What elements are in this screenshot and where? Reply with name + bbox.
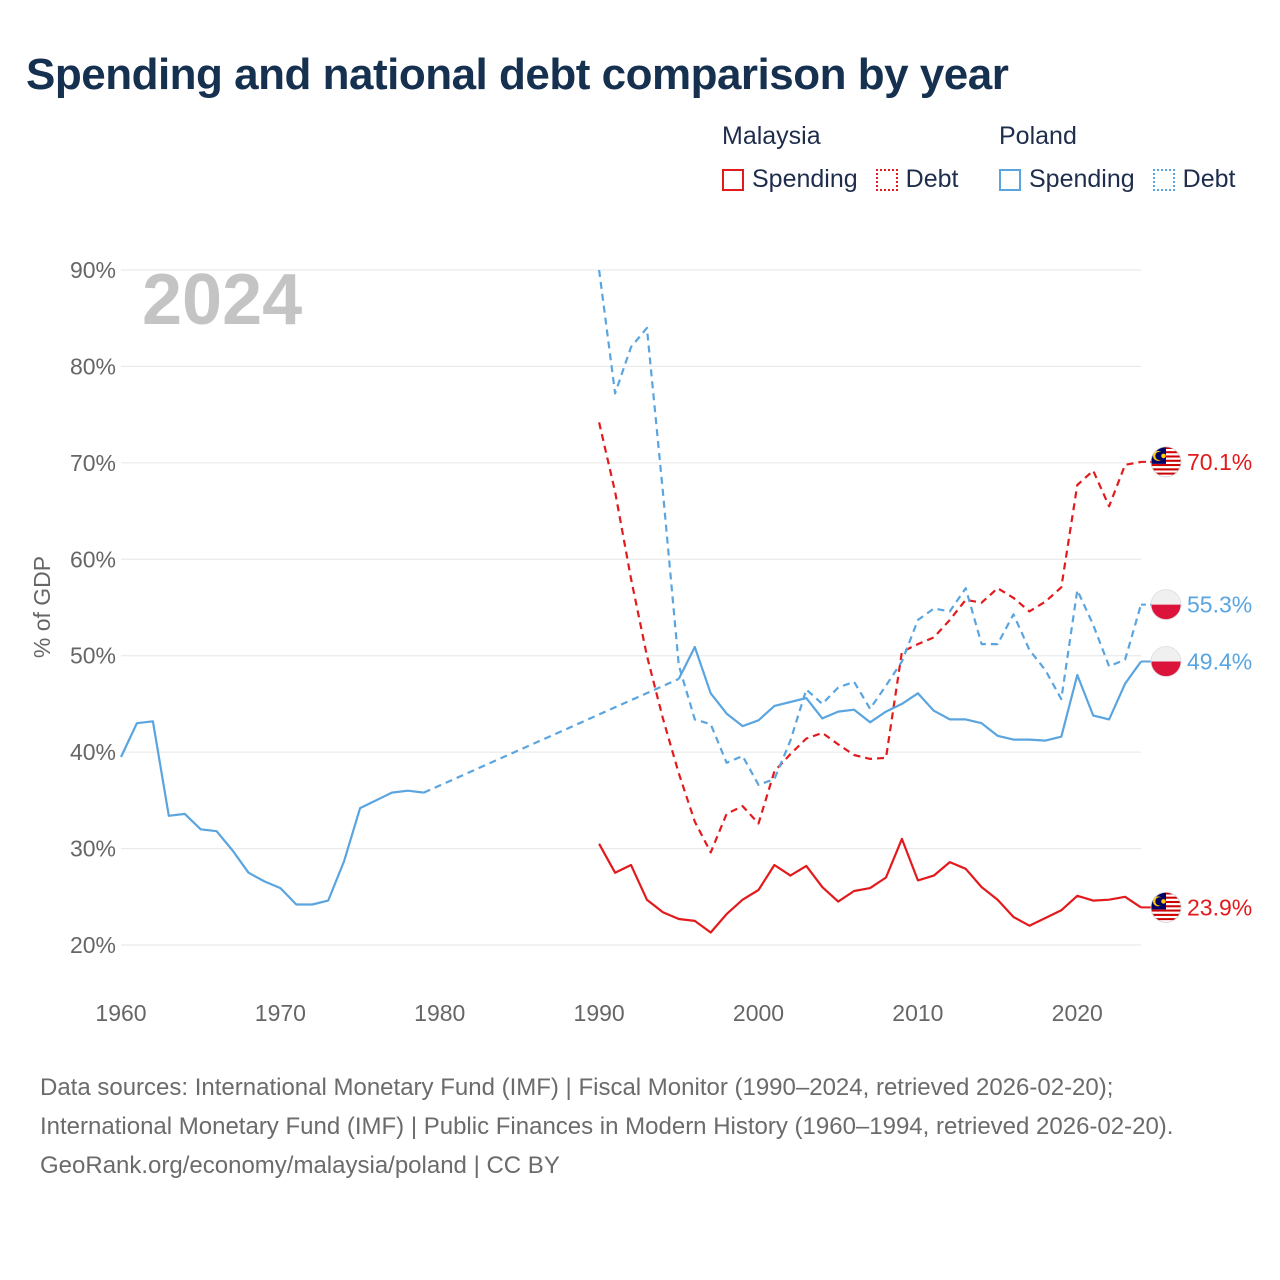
y-tick-label: 30% <box>70 836 116 862</box>
series-line-poland_debt <box>598 269 1143 786</box>
flag-crescent-cut <box>1155 897 1164 906</box>
y-tick-label: 70% <box>70 450 116 476</box>
flag-outline <box>1150 589 1182 621</box>
flag-star <box>1161 899 1166 904</box>
flag-crescent-cut <box>1155 451 1164 461</box>
x-tick-label: 2010 <box>892 1000 943 1026</box>
y-tick-label: 20% <box>70 932 116 958</box>
series-line-poland_spending_gap <box>423 677 680 794</box>
legend-item-poland-debt[interactable]: Debt <box>1152 165 1236 194</box>
flag-outline <box>1150 646 1182 677</box>
end-value-label: 55.3% <box>1187 592 1252 618</box>
flag-outline <box>1150 446 1182 478</box>
flag-stripe-white <box>1151 470 1181 473</box>
legend-item-malaysia-debt[interactable]: Debt <box>875 165 959 194</box>
x-tick-label: 1960 <box>95 1000 146 1026</box>
grid-lines <box>121 269 1141 946</box>
poland-flag-icon <box>1150 646 1182 677</box>
x-tick-label: 1990 <box>574 1000 625 1026</box>
y-tick-label: 80% <box>70 353 116 379</box>
chart-title: Spending and national debt comparison by… <box>26 50 1009 99</box>
y-tick-label: 50% <box>70 643 116 669</box>
legend-group-title: Poland <box>999 122 1077 150</box>
legend-item-label: Debt <box>1182 165 1236 193</box>
flag-body <box>1151 446 1181 477</box>
legend-item-label: Spending <box>1029 165 1135 193</box>
legend-group-malaysia: Malaysia Spending Debt <box>722 122 976 194</box>
flag-red-half <box>1151 661 1181 677</box>
flag-stripe-red <box>1151 468 1181 471</box>
flag-red-half <box>1151 604 1181 620</box>
y-tick-label: 40% <box>70 739 116 765</box>
legend-item-label: Spending <box>752 165 858 193</box>
end-value-label: 49.4% <box>1187 649 1252 675</box>
legend-item-malaysia-spending[interactable]: Spending <box>722 165 858 194</box>
end-markers: 70.1% 55.3% 49.4% 23.9% <box>1141 446 1252 923</box>
legend-swatch-dotted <box>875 168 898 191</box>
end-value-label: 70.1% <box>1187 449 1252 475</box>
legend-swatch-solid <box>722 168 744 191</box>
flag-stripe-white <box>1151 915 1181 919</box>
flag-stripe-red <box>1151 464 1181 467</box>
flag-white-half <box>1151 589 1181 605</box>
legend-item-poland-spending[interactable]: Spending <box>999 165 1135 194</box>
x-axis-ticks: 1960 1970 1980 1990 2000 2010 2020 <box>95 1000 1102 1026</box>
flag-stripe-red <box>1151 909 1181 912</box>
x-tick-label: 1980 <box>414 1000 465 1026</box>
line-chart: 2024 20%30%40%50%60%70%80%90% 1960 1970 19… <box>29 257 1252 1026</box>
flag-stripe-white <box>1151 911 1181 914</box>
legend-item-label: Debt <box>905 165 959 193</box>
flag-stripe-red <box>1151 472 1181 475</box>
end-value-label: 23.9% <box>1187 894 1252 920</box>
flag-white-half <box>1151 646 1181 662</box>
y-axis-ticks: 20% 30% 40% 50% 60% 70% 80% 90% <box>70 257 116 958</box>
legend-swatch-solid <box>999 168 1021 191</box>
legend-swatch-dotted <box>1152 168 1175 191</box>
year-watermark: 2024 <box>142 260 302 340</box>
malaysia-flag-icon <box>1150 891 1182 923</box>
footer-credit: GeoRank.org/economy/malaysia/poland | CC… <box>40 1152 560 1179</box>
flag-star <box>1161 453 1166 459</box>
y-tick-label: 60% <box>70 546 116 572</box>
series-line-malaysia_spending <box>598 837 1142 934</box>
x-tick-label: 2000 <box>733 1000 784 1026</box>
series-line-poland_spending <box>120 645 1142 906</box>
flag-stripe-white <box>1151 920 1181 923</box>
y-tick-label: 90% <box>70 257 116 283</box>
flag-stripe-red <box>1151 913 1181 916</box>
flag-outline <box>1150 891 1182 923</box>
poland-flag-icon <box>1150 589 1182 621</box>
flag-stripe-white <box>1151 474 1181 477</box>
footer: Data sources: International Monetary Fun… <box>40 1068 1240 1185</box>
legend-group-poland: Poland Spending Debt <box>999 122 1235 194</box>
x-tick-label: 2020 <box>1052 1000 1103 1026</box>
malaysia-flag-icon <box>1150 446 1182 478</box>
flag-stripe-white <box>1151 466 1181 469</box>
flag-stripe-red <box>1151 918 1181 921</box>
series-lines <box>120 269 1143 934</box>
legend-group-title: Malaysia <box>722 122 821 150</box>
footer-sources: Data sources: International Monetary Fun… <box>40 1074 1174 1140</box>
y-axis-label: % of GDP <box>29 556 55 658</box>
series-line-malaysia_debt <box>598 422 1142 854</box>
x-tick-label: 1970 <box>255 1000 306 1026</box>
